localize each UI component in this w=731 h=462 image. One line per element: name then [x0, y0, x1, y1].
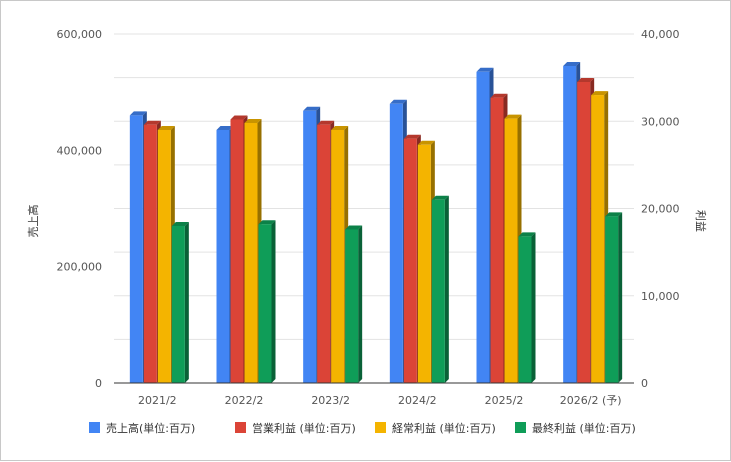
bar — [476, 71, 490, 383]
axes: 0 200,000 400,000 600,000 0 10,000 20,000 30,00… — [57, 28, 680, 407]
x-tick-label: 2025/2 — [485, 394, 524, 407]
bar-top — [230, 115, 248, 120]
bar — [143, 124, 157, 384]
bar — [563, 65, 577, 383]
legend-label: 営業利益 (単位:百万) — [252, 421, 356, 435]
x-tick-label: 2026/2 (予) — [560, 394, 622, 407]
bar-side — [184, 221, 189, 383]
bar — [258, 224, 272, 383]
bar-top — [417, 140, 435, 145]
legend-swatch — [515, 422, 526, 433]
y-tick-label: 0 — [95, 377, 102, 390]
bar-top — [317, 120, 335, 125]
legend-swatch — [235, 422, 246, 433]
bar-top — [303, 106, 321, 111]
bar-top — [331, 125, 349, 130]
legend-label: 最終利益 (単位:百万) — [532, 421, 636, 435]
bar-top — [389, 99, 407, 104]
bar-side — [358, 225, 363, 383]
bar — [431, 199, 445, 383]
y2-tick-label: 20,000 — [641, 203, 680, 216]
bar — [518, 236, 532, 383]
bar-top — [143, 120, 161, 125]
y2-tick-label: 40,000 — [641, 28, 680, 41]
y2-tick-label: 10,000 — [641, 290, 680, 303]
legend: 売上高(単位:百万) 営業利益 (単位:百万) 経常利益 (単位:百万) 最終利益 (… — [89, 421, 636, 435]
bar-top — [476, 67, 494, 72]
bar-top — [563, 61, 581, 66]
bar — [417, 144, 431, 383]
x-tick-label: 2023/2 — [311, 394, 350, 407]
y2-tick-label: 30,000 — [641, 115, 680, 128]
bar-top — [244, 118, 262, 123]
x-tick-label: 2022/2 — [225, 394, 264, 407]
bar-top — [171, 221, 189, 226]
bar — [317, 124, 331, 384]
bar — [389, 103, 403, 384]
y-tick-label: 400,000 — [57, 144, 103, 157]
bar — [157, 129, 171, 383]
gridlines — [114, 33, 634, 384]
legend-swatch — [375, 422, 386, 433]
bar — [605, 216, 619, 383]
bar-top — [577, 77, 595, 82]
bar-side — [444, 195, 449, 383]
legend-swatch — [89, 422, 100, 433]
bar — [129, 115, 143, 383]
y-tick-label: 600,000 — [57, 28, 103, 41]
legend-label: 売上高(単位:百万) — [106, 421, 195, 435]
legend-label: 経常利益 (単位:百万) — [392, 421, 496, 435]
bars — [129, 61, 623, 384]
y2-axis-title: 利益 — [694, 210, 708, 232]
bar — [216, 129, 230, 383]
x-tick-label: 2021/2 — [138, 394, 177, 407]
bar — [591, 95, 605, 383]
bar-top — [345, 225, 363, 230]
y2-tick-label: 0 — [641, 377, 648, 390]
bar-top — [518, 232, 536, 237]
bar-top — [403, 134, 421, 139]
bar — [230, 119, 244, 383]
bar-top — [605, 212, 623, 217]
bar-top — [157, 125, 175, 130]
bar-top — [591, 91, 609, 96]
bar-top — [490, 93, 508, 98]
bar-top — [129, 111, 147, 116]
bar — [331, 129, 345, 383]
bar-side — [531, 232, 536, 383]
bar — [345, 229, 359, 383]
bar — [504, 118, 518, 383]
bar-side — [618, 212, 623, 383]
bar-side — [271, 220, 276, 383]
y-axis-title: 売上高 — [26, 205, 40, 238]
bar-top — [216, 125, 234, 130]
bar-top — [258, 220, 276, 225]
bar — [403, 138, 417, 383]
bar-top — [431, 195, 449, 200]
bar — [171, 225, 185, 383]
bar — [303, 110, 317, 383]
bar-top — [504, 114, 522, 119]
bar — [490, 97, 504, 383]
bar — [577, 81, 591, 384]
bar — [244, 122, 258, 384]
x-tick-label: 2024/2 — [398, 394, 437, 407]
y-tick-label: 200,000 — [57, 261, 103, 274]
